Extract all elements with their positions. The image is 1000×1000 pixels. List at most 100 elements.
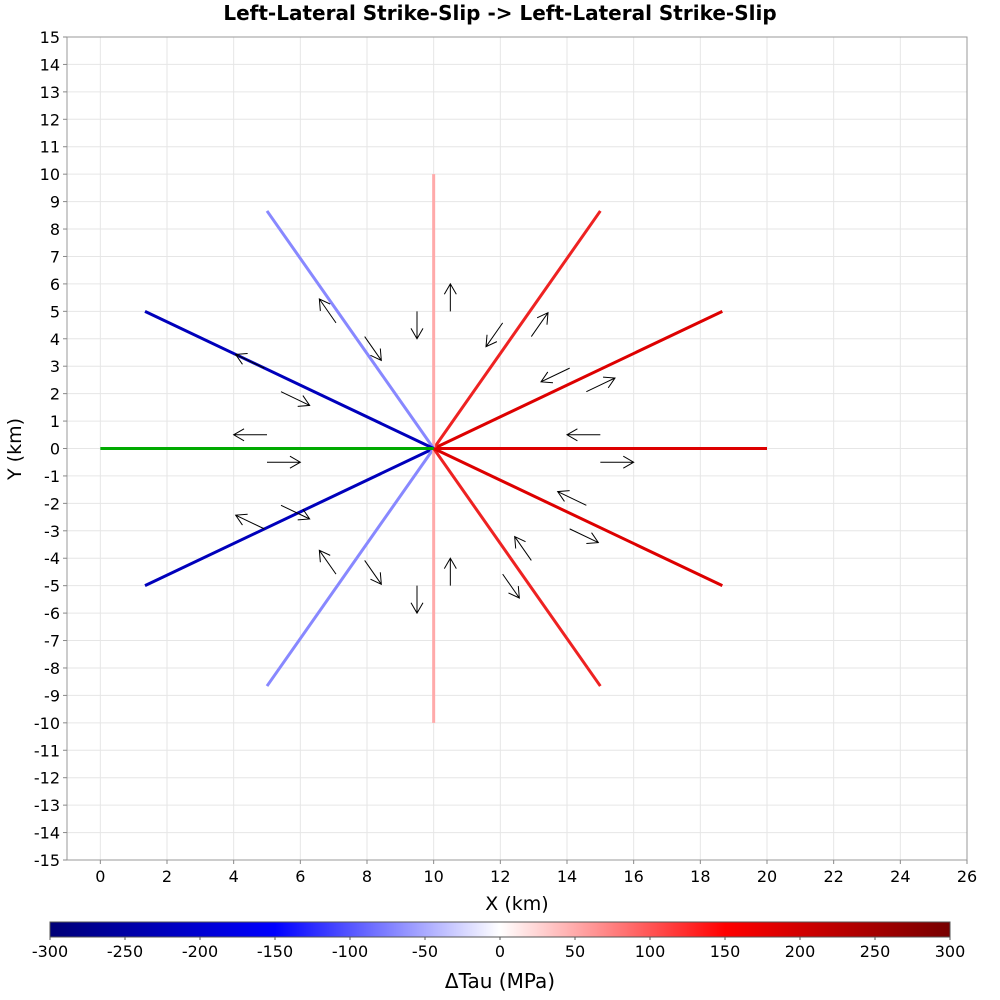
y-tick-label: 0 <box>50 440 60 459</box>
y-tick-label: -12 <box>34 769 60 788</box>
slip-arrow <box>410 585 424 615</box>
colorbar-tick-label: -100 <box>332 942 368 961</box>
x-tick-label: 14 <box>557 867 577 886</box>
slip-arrow <box>586 376 616 393</box>
colorbar-tick-label: 0 <box>495 942 505 961</box>
y-tick-label: 1 <box>50 412 60 431</box>
y-tick-label: 4 <box>50 330 60 349</box>
colorbar-tick-label: -250 <box>107 942 143 961</box>
x-tick-label: 0 <box>95 867 105 886</box>
y-tick-label: 13 <box>40 83 60 102</box>
slip-arrow <box>410 311 424 340</box>
slip-arrow <box>502 573 520 599</box>
slip-arrow <box>318 549 337 575</box>
y-tick-label: 7 <box>50 247 60 266</box>
colorbar-tick-label: 250 <box>860 942 891 961</box>
y-tick-label: -10 <box>34 714 60 733</box>
receiver-fault-line <box>433 309 723 450</box>
colorbar-label: ΔTau (MPa) <box>445 969 555 993</box>
y-axis-ticks: -15-14-13-12-11-10-9-8-7-6-5-4-3-2-10123… <box>34 28 67 870</box>
slip-arrow <box>318 298 337 324</box>
receiver-fault-line <box>265 447 435 687</box>
colorbar-tick-label: -150 <box>257 942 293 961</box>
x-tick-label: 8 <box>362 867 372 886</box>
y-tick-label: -11 <box>34 741 60 760</box>
y-tick-label: -15 <box>34 851 60 870</box>
y-tick-label: -3 <box>44 522 60 541</box>
colorbar-tick-label: 200 <box>785 942 816 961</box>
slip-arrow <box>514 535 532 561</box>
slip-arrow <box>364 336 382 362</box>
y-tick-label: -9 <box>44 686 60 705</box>
y-axis-label: Y (km) <box>4 418 26 481</box>
colorbar-tick-label: 300 <box>935 942 966 961</box>
colorbar-tick-label: 50 <box>565 942 585 961</box>
receiver-fault-line <box>432 447 602 687</box>
slip-arrow <box>485 322 504 348</box>
slip-arrow <box>530 311 549 337</box>
colorbar <box>49 921 951 938</box>
chart-title: Left-Lateral Strike-Slip -> Left-Lateral… <box>223 1 776 25</box>
colorbar-ticks: -300 -250 -200 -150 -100 -50 0 50 100 150 200 250 30… <box>32 937 965 961</box>
slip-arrows <box>232 282 635 615</box>
y-tick-label: 3 <box>50 357 60 376</box>
slip-arrow <box>556 490 587 506</box>
x-tick-label: 12 <box>490 867 510 886</box>
y-tick-label: 14 <box>40 55 60 74</box>
x-axis-ticks: 0 2 4 6 8 10 12 14 16 18 20 22 24 26 <box>95 860 977 886</box>
y-tick-label: -7 <box>44 632 60 651</box>
x-tick-label: 10 <box>423 867 443 886</box>
x-tick-label: 26 <box>957 867 977 886</box>
slip-arrow <box>443 282 457 312</box>
y-tick-label: 12 <box>40 110 60 129</box>
slip-arrow <box>232 428 267 442</box>
y-tick-label: 2 <box>50 385 60 404</box>
slip-arrow <box>364 560 382 586</box>
slip-arrow <box>234 513 265 530</box>
x-tick-label: 6 <box>295 867 305 886</box>
slip-arrow <box>267 455 302 469</box>
x-tick-label: 16 <box>623 867 643 886</box>
receiver-fault-line <box>432 210 602 450</box>
y-tick-label: 10 <box>40 165 60 184</box>
slip-arrow <box>569 528 600 545</box>
x-tick-label: 20 <box>757 867 777 886</box>
x-tick-label: 24 <box>890 867 910 886</box>
receiver-fault-line <box>144 309 435 450</box>
x-tick-label: 22 <box>823 867 843 886</box>
x-tick-label: 2 <box>162 867 172 886</box>
colorbar-tick-label: 150 <box>710 942 741 961</box>
colorbar-tick-label: -300 <box>32 942 68 961</box>
receiver-fault-line <box>144 447 435 588</box>
slip-arrow <box>280 391 311 407</box>
slip-arrow <box>566 428 601 442</box>
receiver-fault-line <box>265 210 435 450</box>
x-axis-label: X (km) <box>485 893 548 915</box>
y-tick-label: 15 <box>40 28 60 47</box>
slip-arrow <box>280 504 311 521</box>
x-tick-label: 4 <box>229 867 239 886</box>
colorbar-tick-label: -50 <box>412 942 438 961</box>
receiver-fault-line <box>433 447 723 588</box>
y-tick-label: -6 <box>44 604 60 623</box>
y-tick-label: -1 <box>44 467 60 486</box>
y-tick-label: -13 <box>34 796 60 815</box>
fault-lines <box>100 174 767 723</box>
y-tick-label: -2 <box>44 494 60 513</box>
y-tick-label: -5 <box>44 577 60 596</box>
y-tick-label: 6 <box>50 275 60 294</box>
colorbar-tick-label: 100 <box>635 942 666 961</box>
y-tick-label: 5 <box>50 302 60 321</box>
slip-arrow <box>600 455 635 469</box>
y-tick-label: -8 <box>44 659 60 678</box>
x-tick-label: 18 <box>690 867 710 886</box>
colorbar-tick-label: -200 <box>182 942 218 961</box>
slip-arrow <box>443 557 457 586</box>
slip-arrow <box>540 367 570 384</box>
slip-arrow <box>234 352 265 369</box>
y-tick-label: -4 <box>44 549 60 568</box>
y-tick-label: 8 <box>50 220 60 239</box>
y-tick-label: 11 <box>40 138 60 157</box>
y-tick-label: -14 <box>34 824 60 843</box>
